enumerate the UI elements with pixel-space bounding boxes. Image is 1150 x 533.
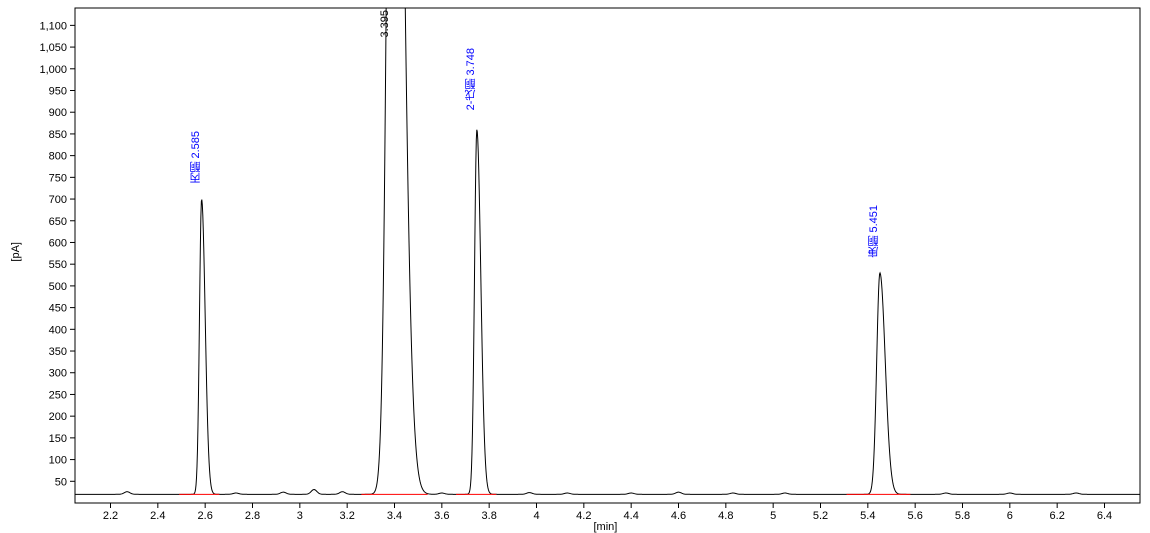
- peak-label: 2-戊酮 3.748: [463, 48, 479, 110]
- svg-text:3.4: 3.4: [387, 510, 402, 522]
- svg-text:500: 500: [49, 281, 67, 293]
- svg-text:5.8: 5.8: [955, 510, 970, 522]
- svg-text:4.8: 4.8: [718, 510, 733, 522]
- peak-label: 庚酮 5.451: [866, 205, 882, 258]
- svg-text:250: 250: [49, 389, 67, 401]
- svg-text:100: 100: [49, 455, 67, 467]
- svg-text:950: 950: [49, 86, 67, 98]
- x-axis-unit: [min]: [594, 521, 618, 533]
- svg-text:450: 450: [49, 303, 67, 315]
- svg-text:6.4: 6.4: [1097, 510, 1112, 522]
- svg-text:50: 50: [55, 476, 67, 488]
- svg-text:2.2: 2.2: [103, 510, 118, 522]
- svg-text:600: 600: [49, 237, 67, 249]
- svg-text:850: 850: [49, 129, 67, 141]
- svg-text:750: 750: [49, 172, 67, 184]
- svg-text:800: 800: [49, 151, 67, 163]
- svg-text:4: 4: [533, 510, 539, 522]
- svg-text:3: 3: [297, 510, 303, 522]
- svg-text:550: 550: [49, 259, 67, 271]
- svg-text:2.6: 2.6: [198, 510, 213, 522]
- y-axis-unit: [pA]: [10, 242, 22, 262]
- svg-text:5.2: 5.2: [813, 510, 828, 522]
- svg-text:150: 150: [49, 433, 67, 445]
- svg-text:4.4: 4.4: [624, 510, 639, 522]
- svg-text:900: 900: [49, 107, 67, 119]
- svg-text:700: 700: [49, 194, 67, 206]
- svg-text:5: 5: [770, 510, 776, 522]
- svg-text:3.6: 3.6: [434, 510, 449, 522]
- svg-text:350: 350: [49, 346, 67, 358]
- svg-text:6: 6: [1007, 510, 1013, 522]
- svg-text:2.8: 2.8: [245, 510, 260, 522]
- svg-text:650: 650: [49, 216, 67, 228]
- svg-text:200: 200: [49, 411, 67, 423]
- svg-text:4.2: 4.2: [576, 510, 591, 522]
- chromatogram-chart: 50 100 150 200 250 300 350 400 450 500 550 600 650 70…: [0, 0, 1150, 531]
- chart-canvas: 50 100 150 200 250 300 350 400 450 500 550 600 650 70…: [0, 0, 1150, 531]
- svg-text:1,000: 1,000: [39, 64, 67, 76]
- peak-rt-label: 3.395: [379, 10, 391, 38]
- svg-text:3.2: 3.2: [340, 510, 355, 522]
- svg-text:5.6: 5.6: [908, 510, 923, 522]
- svg-text:6.2: 6.2: [1050, 510, 1065, 522]
- svg-text:1,100: 1,100: [39, 20, 67, 32]
- svg-text:4.6: 4.6: [671, 510, 686, 522]
- svg-text:3.8: 3.8: [482, 510, 497, 522]
- svg-text:400: 400: [49, 324, 67, 336]
- svg-text:300: 300: [49, 368, 67, 380]
- svg-text:1,050: 1,050: [39, 42, 67, 54]
- svg-text:5.4: 5.4: [860, 510, 875, 522]
- peak-label: 丙酮 2.585: [188, 131, 204, 184]
- svg-text:2.4: 2.4: [150, 510, 165, 522]
